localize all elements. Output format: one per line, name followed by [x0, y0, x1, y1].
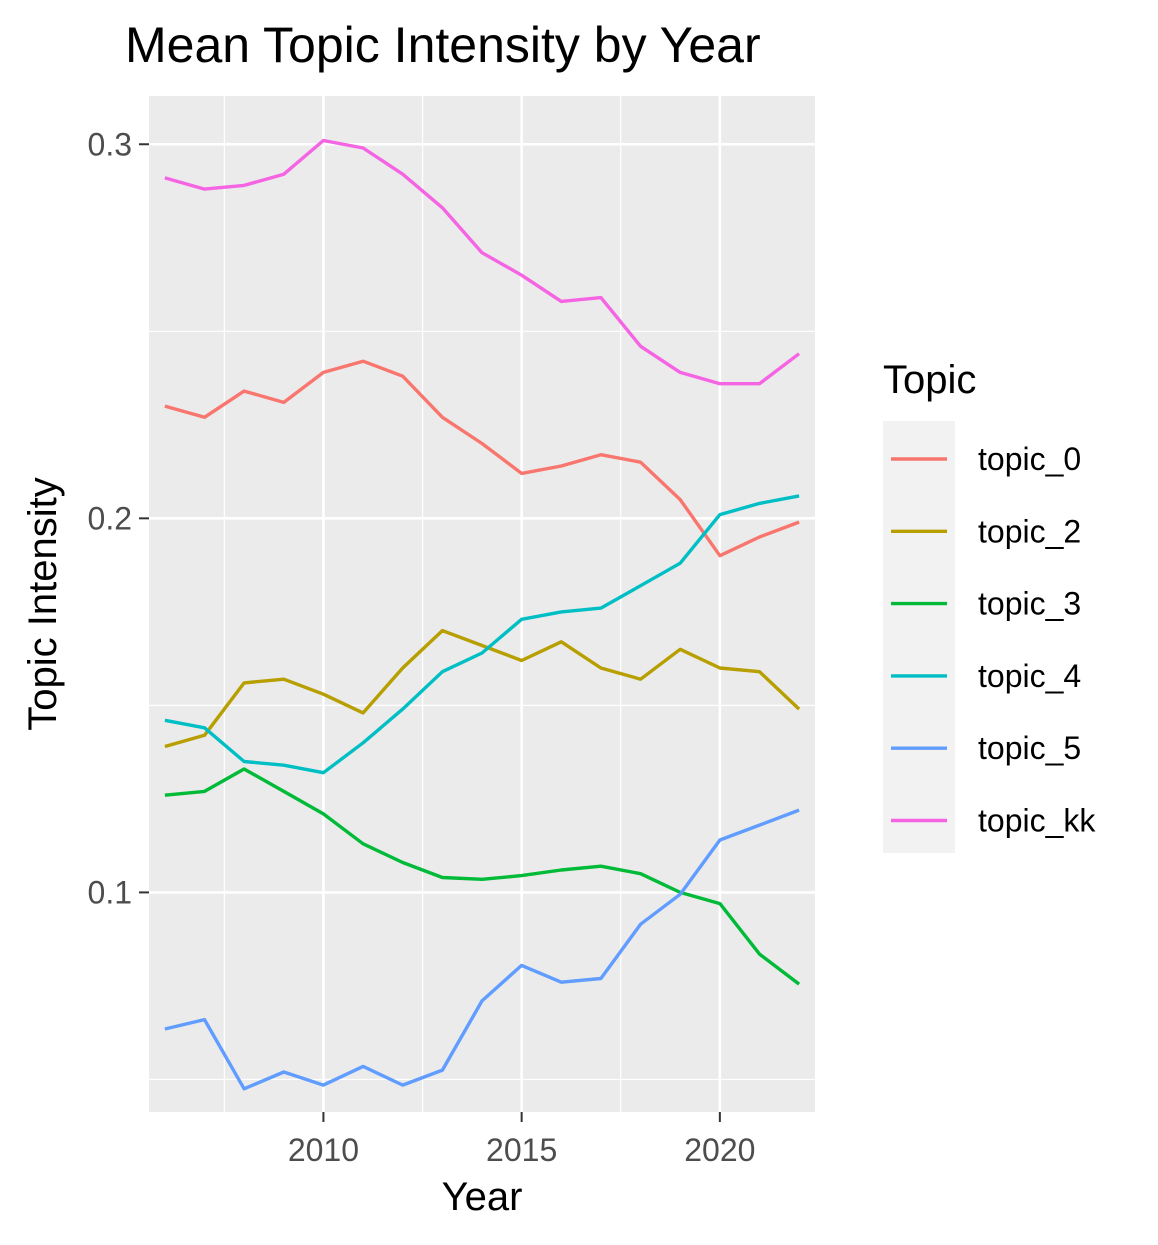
chart-title: Mean Topic Intensity by Year	[125, 17, 761, 73]
legend: Topic topic_0 topic_2 topic_3 topic_4 topic_…	[883, 358, 1096, 853]
x-tick-label: 2020	[684, 1132, 755, 1168]
plot-panel	[149, 96, 815, 1112]
legend-label-topic_kk: topic_kk	[978, 803, 1096, 839]
series-line-topic_5	[164, 808, 800, 1091]
legend-key-background	[883, 421, 955, 853]
series-lines	[164, 138, 801, 1091]
legend-title: Topic	[883, 358, 976, 402]
series-line-topic_0	[164, 359, 800, 558]
x-tick-label: 2015	[486, 1132, 557, 1168]
y-axis-title: Topic Intensity	[21, 477, 65, 730]
x-tick-label: 2010	[288, 1132, 359, 1168]
series-line-topic_2	[164, 628, 801, 749]
series-line-topic_4	[164, 494, 800, 775]
legend-label-topic_0: topic_0	[978, 441, 1081, 477]
y-tick-label: 0.3	[88, 126, 132, 162]
x-axis-title: Year	[442, 1175, 523, 1219]
y-tick-label: 0.2	[88, 500, 132, 536]
series-line-topic_3	[164, 767, 801, 986]
legend-label-topic_4: topic_4	[978, 658, 1081, 694]
series-line-topic_kk	[164, 138, 801, 386]
legend-label-topic_3: topic_3	[978, 586, 1081, 622]
y-tick-label: 0.1	[88, 874, 132, 910]
gridlines	[149, 96, 815, 1112]
axes: 2010 2015 2020 0.1 0.2 0.3	[88, 126, 756, 1168]
legend-label-topic_5: topic_5	[978, 730, 1081, 766]
legend-label-topic_2: topic_2	[978, 513, 1081, 549]
